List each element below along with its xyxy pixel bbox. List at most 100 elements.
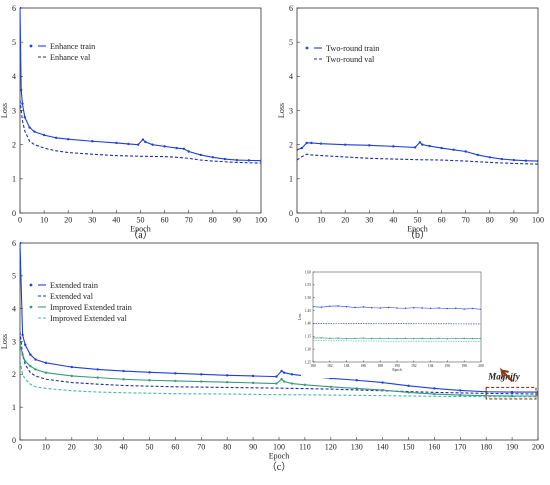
x-tick-label: 40	[112, 216, 120, 225]
data-point	[463, 308, 465, 310]
legend-label: Extended train	[50, 281, 98, 290]
data-point	[282, 371, 286, 374]
legend-marker	[29, 283, 33, 287]
data-point	[413, 307, 415, 309]
data-point	[354, 337, 356, 340]
y-axis-label: Loss	[277, 103, 286, 118]
data-point	[428, 144, 431, 148]
data-point	[433, 387, 436, 390]
x-tick-label: 90	[510, 216, 518, 225]
data-point	[21, 102, 24, 105]
x-tick-label: 70	[462, 216, 470, 225]
x-tick-label: 200	[532, 443, 544, 452]
data-point	[23, 343, 27, 346]
data-point	[459, 393, 462, 397]
legend-marker	[305, 46, 309, 50]
x-tick-label: 50	[137, 216, 145, 225]
x-axis-label: Epoch	[392, 368, 401, 372]
data-point	[175, 146, 178, 150]
x-axis-label: Epoch	[407, 225, 427, 234]
x-tick-label: 190	[394, 364, 400, 368]
magnify-box	[485, 386, 537, 400]
x-tick-label: 50	[414, 216, 422, 225]
data-point	[355, 387, 358, 390]
data-point	[413, 337, 415, 340]
data-point	[510, 394, 514, 398]
y-tick-label: 2	[12, 140, 16, 149]
x-tick-label: 30	[88, 216, 96, 225]
data-point	[20, 343, 22, 346]
data-point	[480, 308, 481, 310]
x-tick-label: 50	[146, 443, 154, 452]
x-tick-label: 194	[428, 364, 434, 368]
y-tick-label: 0	[12, 209, 16, 218]
x-tick-label: 100	[273, 443, 285, 452]
data-point	[297, 148, 299, 151]
data-point	[379, 337, 381, 340]
data-point	[290, 382, 294, 385]
data-point	[379, 307, 381, 309]
chart-b: 0 10 20 30 40 50 60 70 80 90 100 0 1 2 3 4 5 6 Epoch Loss Tw…	[277, 4, 544, 241]
plot-frame	[19, 7, 262, 214]
data-point	[280, 378, 283, 381]
x-tick-label: 150	[403, 443, 415, 452]
x-tick-label: 0	[295, 216, 299, 225]
y-tick-label: 1.35	[305, 335, 311, 339]
chart-caption: （a）	[128, 229, 152, 241]
data-point	[235, 158, 239, 162]
series-improved-extended-train	[313, 337, 481, 340]
x-tick-label: 196	[445, 364, 451, 368]
data-point	[421, 337, 423, 340]
data-point	[362, 306, 365, 308]
series-extended-train	[20, 242, 538, 394]
magnify-label: Magnify	[487, 371, 521, 381]
data-point	[512, 158, 516, 162]
series-improved-extended-val	[20, 361, 538, 398]
x-tick-label: 90	[249, 443, 257, 452]
data-point	[280, 369, 283, 373]
data-point	[381, 381, 384, 384]
data-point	[344, 143, 347, 146]
data-point	[440, 146, 443, 150]
data-point	[303, 383, 307, 387]
data-point	[187, 150, 190, 153]
x-tick-label: 100	[255, 216, 267, 225]
data-point	[446, 338, 449, 340]
x-tick-label: 60	[171, 443, 179, 452]
data-point	[337, 305, 339, 307]
series-line	[313, 340, 481, 342]
y-tick-label: 1	[289, 175, 293, 184]
x-tick-label: 80	[486, 216, 494, 225]
x-tick-label: 80	[209, 216, 217, 225]
series-line	[20, 361, 538, 398]
data-point	[404, 337, 407, 340]
x-tick-label: 30	[365, 216, 373, 225]
data-point	[290, 373, 294, 376]
x-tick-label: 10	[317, 216, 325, 225]
data-point	[21, 333, 24, 337]
data-point	[96, 376, 99, 379]
data-point	[438, 337, 440, 340]
series-line	[313, 323, 481, 325]
data-point	[396, 337, 398, 340]
data-point	[362, 337, 365, 339]
series-enhance-train	[20, 7, 261, 162]
data-point	[20, 7, 22, 10]
x-tick-label: 182	[327, 364, 333, 368]
y-tick-label: 1	[12, 175, 16, 184]
y-tick-label: 1.25	[305, 360, 311, 364]
data-point	[67, 138, 70, 141]
data-point	[476, 153, 479, 157]
data-point	[320, 337, 323, 339]
data-point	[418, 141, 422, 144]
data-point	[459, 389, 462, 392]
data-point	[144, 140, 147, 144]
data-point	[421, 143, 424, 146]
magnify-arrow	[500, 367, 513, 382]
y-tick-label: 0	[289, 209, 293, 218]
y-tick-label: 4	[12, 304, 16, 313]
legend-label: Extended val	[50, 292, 94, 301]
series-improved-extended-train	[20, 343, 538, 398]
